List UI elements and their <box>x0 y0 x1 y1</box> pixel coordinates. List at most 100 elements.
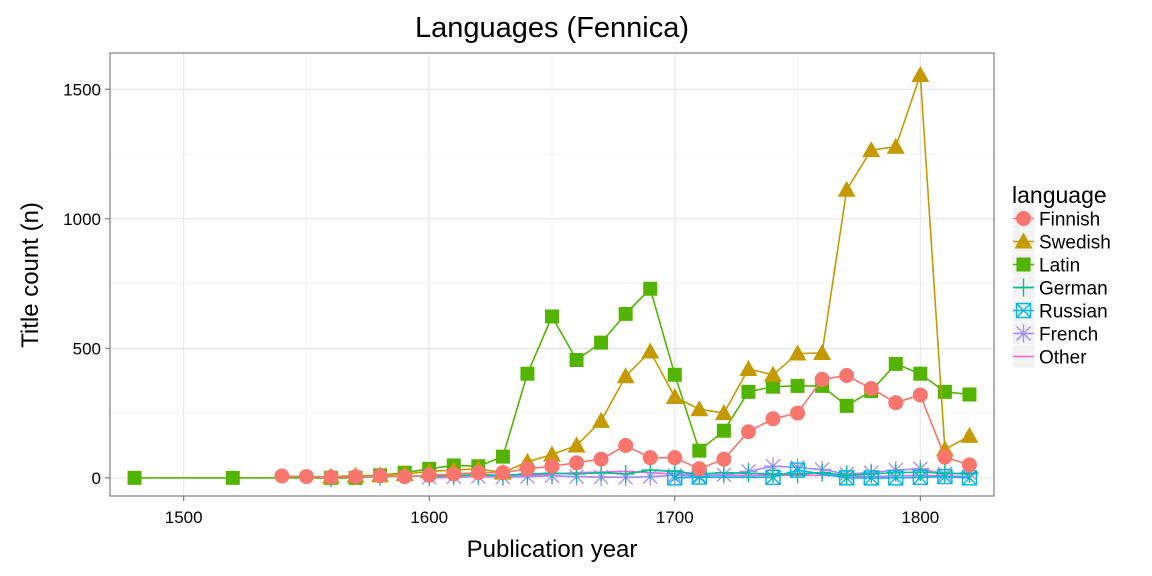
data-point-latin <box>716 423 731 438</box>
legend-key-marker <box>1014 278 1033 297</box>
data-point-finnish <box>323 469 339 485</box>
legend-key-marker <box>1014 232 1033 249</box>
data-point-latin <box>569 352 584 367</box>
data-point-finnish <box>740 424 756 440</box>
data-point-finnish <box>495 465 511 481</box>
data-point-finnish <box>691 461 707 477</box>
legend-item-german: German <box>1011 275 1108 300</box>
data-point-swedish <box>862 141 881 158</box>
data-point-german <box>911 463 930 482</box>
legend-item-french: French <box>1011 321 1098 346</box>
y-axis: 0 500 1000 1500 <box>63 80 110 488</box>
data-point-german <box>665 462 684 481</box>
y-tick-label: 1000 <box>63 210 101 229</box>
data-point-swedish <box>788 344 807 361</box>
data-point-german <box>935 464 954 483</box>
legend-label: Swedish <box>1039 233 1111 254</box>
data-point-finnish <box>618 437 634 453</box>
data-point-finnish <box>519 461 535 477</box>
legend-item-swedish: Swedish <box>1011 229 1111 254</box>
data-point-latin <box>643 281 658 296</box>
data-point-swedish <box>714 404 733 421</box>
data-point-german <box>837 466 856 485</box>
data-point-finnish <box>298 469 314 485</box>
legend-key-marker <box>1015 302 1032 319</box>
legend-key-marker <box>1016 257 1031 272</box>
data-point-latin <box>127 470 142 485</box>
x-axis: 1500 1600 1700 1800 <box>165 496 939 527</box>
y-tick-label: 500 <box>73 339 101 358</box>
x-tick-label: 1800 <box>901 508 939 527</box>
data-point-finnish <box>839 368 855 384</box>
x-tick-label: 1500 <box>165 508 203 527</box>
x-tick-label: 1700 <box>656 508 694 527</box>
data-point-german <box>764 464 782 483</box>
data-point-finnish <box>912 387 928 403</box>
data-point-german <box>739 464 758 483</box>
chart-title: Languages (Fennica) <box>415 12 689 44</box>
data-point-swedish <box>960 426 979 443</box>
legend-label: Finnish <box>1039 210 1100 231</box>
data-point-finnish <box>888 395 904 411</box>
data-point-swedish <box>813 343 832 360</box>
data-point-latin <box>545 309 559 324</box>
legend-key-marker <box>1014 324 1033 343</box>
data-point-finnish <box>372 468 388 484</box>
data-point-finnish <box>716 451 732 467</box>
data-point-german <box>886 463 905 482</box>
data-point-finnish <box>790 405 806 421</box>
legend-label: German <box>1039 279 1108 300</box>
data-point-finnish <box>593 451 609 467</box>
x-axis-title: Publication year <box>467 536 638 563</box>
data-point-latin <box>692 443 707 458</box>
data-point-finnish <box>642 450 658 466</box>
legend-label: French <box>1039 325 1098 346</box>
data-point-latin <box>790 378 805 393</box>
x-tick-label: 1600 <box>410 508 448 527</box>
legend-title: language <box>1012 182 1107 208</box>
data-point-german <box>616 464 635 483</box>
data-point-swedish <box>641 342 660 359</box>
plot-border <box>109 52 995 497</box>
legend-item-finnish: Finnish <box>1011 206 1100 231</box>
data-point-latin <box>937 384 952 399</box>
series-line-russian <box>674 469 970 479</box>
data-point-latin <box>520 366 535 381</box>
data-point-finnish <box>544 458 560 474</box>
data-point-swedish <box>837 180 856 197</box>
data-point-finnish <box>961 457 977 473</box>
data-point-latin <box>839 398 854 413</box>
data-point-swedish <box>567 436 586 453</box>
data-point-swedish <box>739 360 758 377</box>
data-point-latin <box>667 367 682 382</box>
data-point-finnish <box>814 371 830 387</box>
series-layer <box>127 66 979 487</box>
y-tick-label: 1500 <box>63 80 101 99</box>
data-point-finnish <box>569 455 585 471</box>
legend-label: Russian <box>1039 302 1108 323</box>
legend-item-other: Other <box>1011 344 1087 369</box>
data-point-german <box>813 463 832 482</box>
data-point-latin <box>888 356 903 371</box>
data-point-latin <box>962 387 977 402</box>
data-point-finnish <box>863 380 879 396</box>
data-point-latin <box>495 449 510 464</box>
data-point-swedish <box>886 137 905 154</box>
legend-label: Latin <box>1039 256 1080 277</box>
data-point-swedish <box>911 66 930 83</box>
data-point-finnish <box>348 469 364 485</box>
data-point-finnish <box>397 469 413 485</box>
legend: language FinnishSwedishLatinGermanRussia… <box>1011 182 1111 369</box>
data-point-swedish <box>690 400 709 417</box>
data-point-german <box>788 464 807 483</box>
data-point-latin <box>618 306 633 321</box>
data-point-swedish <box>592 411 611 428</box>
legend-item-russian: Russian <box>1011 298 1108 323</box>
series-finnish <box>274 368 977 485</box>
data-point-finnish <box>937 449 953 465</box>
data-point-latin <box>913 366 928 381</box>
y-tick-label: 0 <box>92 469 101 488</box>
data-point-german <box>862 464 881 483</box>
data-point-swedish <box>543 445 561 462</box>
